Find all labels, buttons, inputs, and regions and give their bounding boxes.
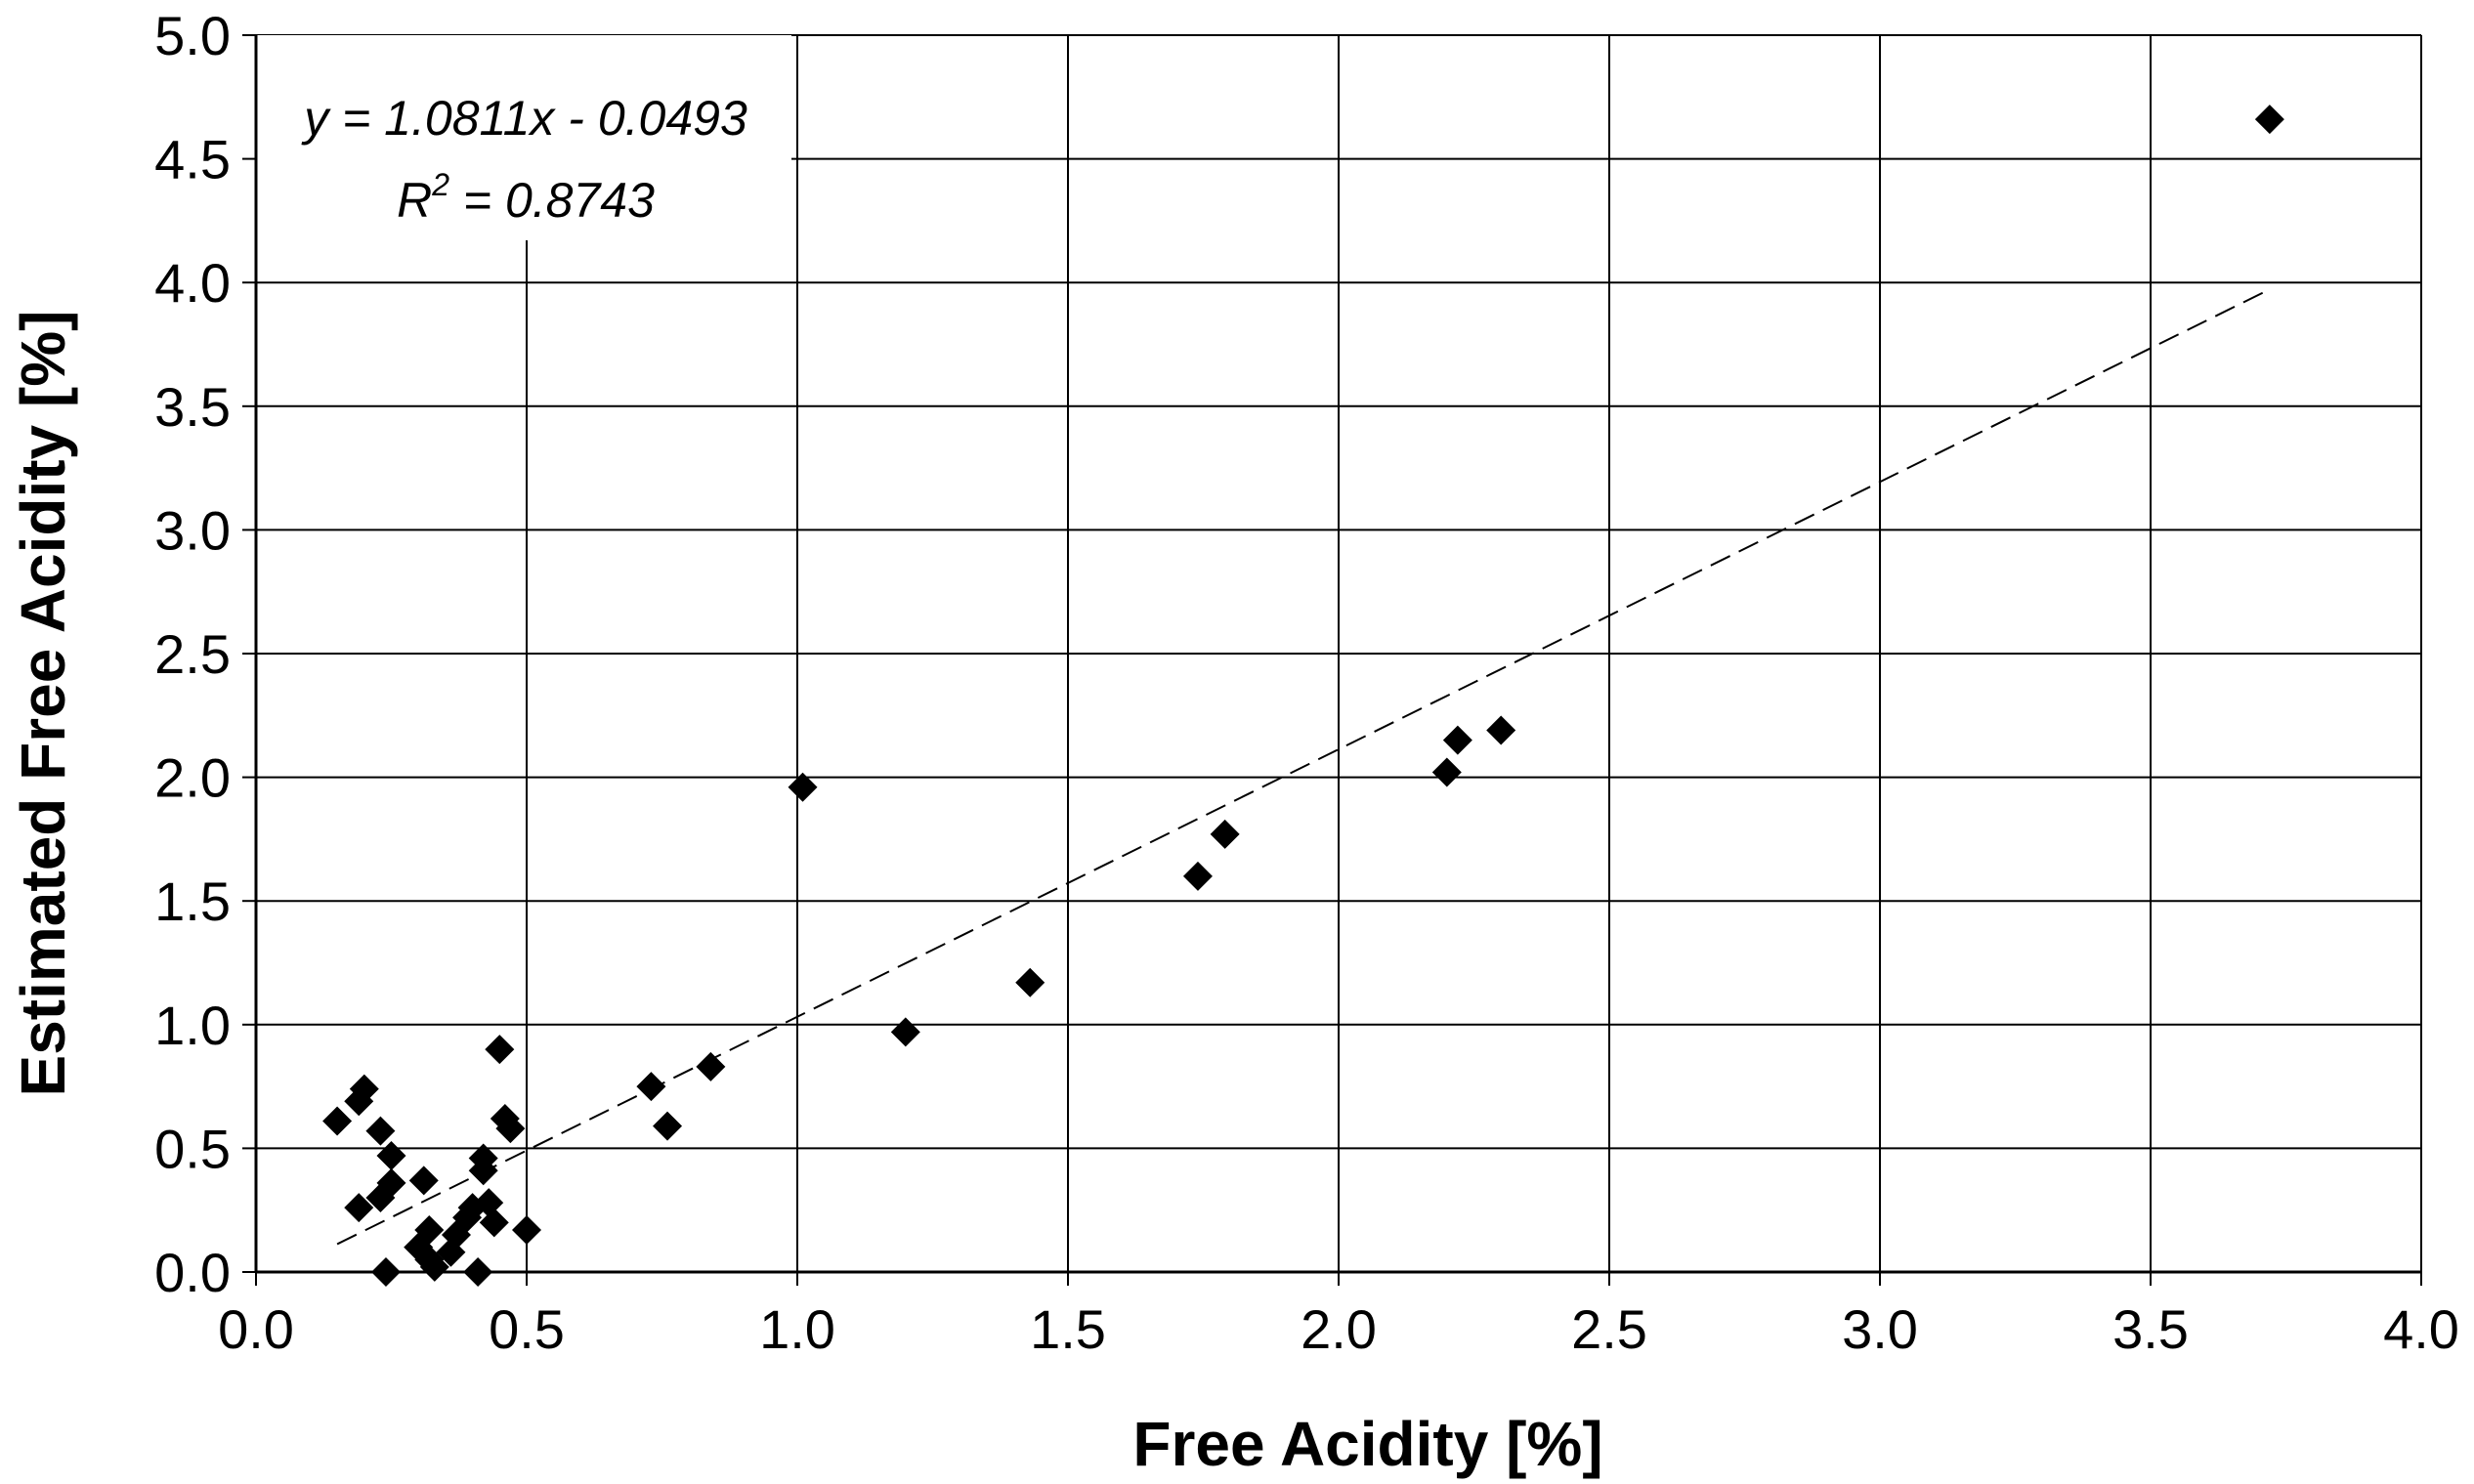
data-point [479, 1208, 509, 1238]
axes [242, 34, 2422, 1286]
y-tick-label: 3.0 [154, 499, 231, 561]
data-point [788, 772, 818, 802]
data-point [2254, 105, 2284, 135]
y-axis-title: Estimated Free Acidity [%] [8, 311, 78, 1097]
y-tick-label: 1.5 [154, 870, 231, 932]
data-point [1486, 715, 1516, 745]
y-tick-label: 2.0 [154, 747, 231, 809]
data-point [696, 1051, 726, 1081]
data-point [365, 1116, 396, 1146]
x-tick-label: 0.5 [489, 1298, 565, 1360]
data-point [1182, 861, 1213, 891]
y-tick-label: 5.0 [154, 5, 231, 66]
data-points [322, 105, 2284, 1287]
x-tick-label: 4.0 [2383, 1298, 2459, 1360]
trendline-group [336, 288, 2271, 1246]
x-tick-label: 2.0 [1301, 1298, 1377, 1360]
data-point [376, 1167, 406, 1198]
data-point [1442, 725, 1472, 755]
y-tick-label: 3.5 [154, 376, 231, 438]
data-point [376, 1140, 406, 1170]
y-tick-label: 2.5 [154, 623, 231, 685]
data-point [1015, 967, 1045, 997]
data-point [485, 1035, 515, 1065]
data-point [1210, 819, 1240, 849]
data-point [419, 1251, 449, 1282]
data-point [408, 1166, 439, 1196]
r-squared-label: R2 = 0.8743 [397, 167, 655, 228]
data-point [349, 1074, 379, 1104]
y-tick-label: 0.5 [154, 1118, 231, 1179]
data-point [344, 1193, 374, 1223]
x-tick-label: 3.5 [2112, 1298, 2189, 1360]
x-tick-label: 0.0 [218, 1298, 294, 1360]
grid-lines [255, 34, 2422, 1273]
y-tick-label: 0.0 [154, 1242, 231, 1303]
x-tick-label: 1.0 [759, 1298, 835, 1360]
x-tick-label: 1.5 [1030, 1298, 1106, 1360]
data-point [890, 1017, 920, 1047]
data-point [463, 1257, 493, 1287]
y-tick-label: 1.0 [154, 995, 231, 1056]
data-point [468, 1143, 498, 1173]
x-tick-label: 2.5 [1571, 1298, 1647, 1360]
x-axis-title: Free Acidity [%] [1132, 1409, 1602, 1479]
data-point [653, 1111, 683, 1141]
y-tick-label: 4.0 [154, 252, 231, 314]
data-point [1431, 757, 1462, 787]
data-point [636, 1072, 666, 1102]
x-tick-label: 3.0 [1842, 1298, 1918, 1360]
data-point [495, 1114, 526, 1144]
y-tick-label: 4.5 [154, 129, 231, 191]
equation-box [256, 35, 791, 240]
data-point [512, 1214, 541, 1245]
regression-equation: y = 1.0811x - 0.0493 [301, 91, 747, 146]
data-point [322, 1106, 353, 1136]
data-point [370, 1257, 401, 1287]
tick-labels: 0.0 0.5 1.0 1.5 2.0 2.5 3.0 3.5 4.0 0.0 0.5 1.0 1.5 2… [154, 5, 2459, 1360]
data-point [414, 1214, 445, 1245]
trendline [336, 288, 2271, 1246]
